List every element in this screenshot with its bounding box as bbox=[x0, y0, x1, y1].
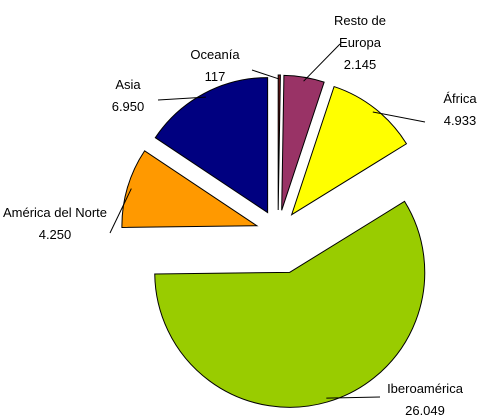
slice-label: Oceanía 117 bbox=[180, 44, 250, 88]
slice-label: Iberoamérica 26.049 bbox=[370, 378, 480, 419]
pie-slice bbox=[277, 74, 281, 211]
pie-slice bbox=[154, 200, 426, 408]
slice-value: 4.933 bbox=[443, 113, 477, 128]
slice-name: Asia bbox=[115, 77, 141, 92]
pie-slice bbox=[281, 74, 325, 211]
leader-line bbox=[157, 96, 206, 101]
slice-name: América del Norte bbox=[2, 205, 108, 220]
slice-label: África 4.933 bbox=[420, 88, 489, 132]
slice-value: 2.145 bbox=[343, 57, 377, 72]
slice-name: África bbox=[443, 91, 477, 106]
slice-label: Resto de Europa 2.145 bbox=[315, 10, 405, 76]
slice-label: América del Norte 4.250 bbox=[0, 202, 110, 246]
pie-slice bbox=[121, 150, 259, 228]
slice-label: Asia 6.950 bbox=[95, 74, 161, 118]
leader-line bbox=[372, 111, 426, 123]
slice-value: 6.950 bbox=[111, 99, 145, 114]
slice-value: 26.049 bbox=[405, 403, 445, 418]
pie-slice bbox=[154, 77, 269, 214]
slice-value: 4.250 bbox=[38, 227, 72, 242]
slice-name: Oceanía bbox=[190, 47, 240, 62]
leader-line bbox=[251, 69, 280, 80]
slice-value: 117 bbox=[204, 69, 226, 84]
leader-line bbox=[303, 43, 341, 82]
slice-name: Iberoamérica bbox=[387, 381, 463, 396]
slice-name: Resto de Europa bbox=[333, 13, 387, 50]
leader-line bbox=[326, 396, 381, 399]
pie-slice bbox=[290, 85, 408, 216]
leader-line bbox=[109, 188, 132, 234]
